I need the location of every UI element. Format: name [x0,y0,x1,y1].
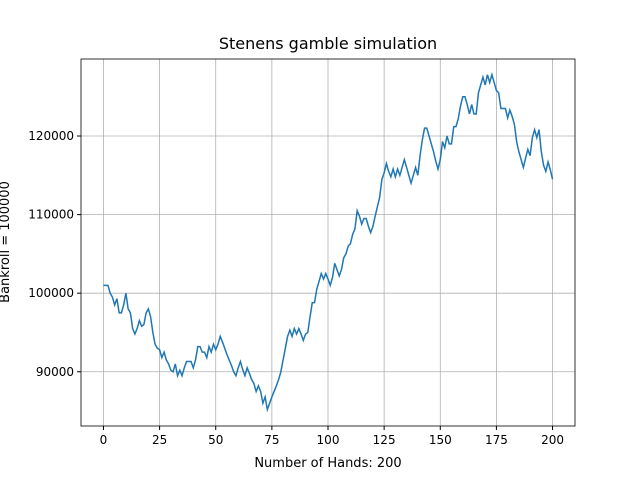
y-tick-label: 100000 [28,286,74,300]
y-tick-label: 90000 [36,365,74,379]
x-axis-label: Number of Hands: 200 [254,456,401,471]
x-tick-label: 50 [208,433,223,447]
x-tick-label: 175 [485,433,508,447]
x-tick-label: 100 [317,433,340,447]
chart-title: Stenens gamble simulation [219,34,437,53]
line [103,71,554,413]
y-tick-label: 110000 [28,208,74,222]
x-tick-label: 150 [429,433,452,447]
plot-frame [80,58,576,427]
x-tick-label: 75 [264,433,279,447]
x-tick-label: 0 [100,433,108,447]
y-tick-label: 120000 [28,129,74,143]
x-tick-label: 25 [152,433,167,447]
x-tick-label: 125 [373,433,396,447]
x-tick-label: 200 [541,433,564,447]
y-axis-label: Bankroll = 100000 [0,181,13,303]
